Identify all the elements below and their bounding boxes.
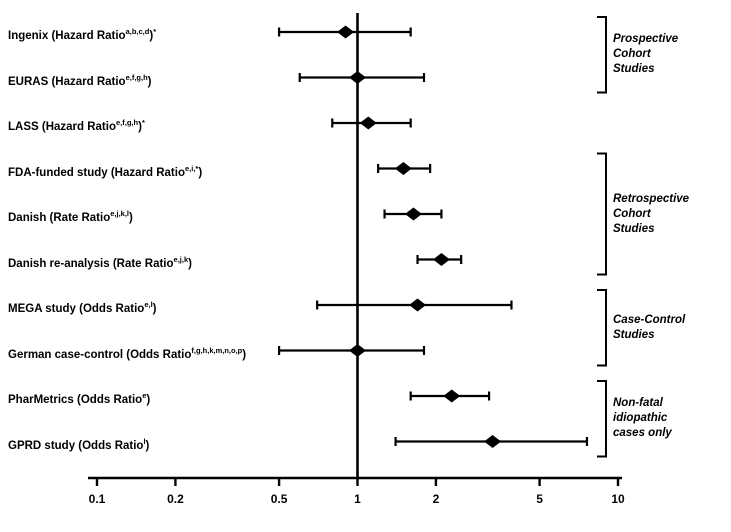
point-diamond [349,344,366,357]
group-label-line: Studies [613,328,655,341]
study-label-superscript: f,g,h,k,m,n,o,p [191,345,243,355]
x-tick-label: 1 [354,492,361,506]
point-diamond [404,207,422,221]
group-label-line: Cohort [613,207,651,220]
point-diamond [337,25,355,39]
point-diamond [484,435,502,448]
study-label-text: ) [145,439,150,452]
study-label: German case-control (Odds Ratiof,g,h,k,m… [8,341,246,365]
study-label: MEGA study (Odds Ratioe,l) [8,295,157,319]
group-bracket [597,16,607,94]
study-label-text: ) [188,257,192,270]
group-label: Case-Control Studies [613,313,685,343]
study-label-superscript: * [141,118,145,127]
group-label-line: idiopathic [613,412,668,425]
point-diamond [349,71,366,84]
group-label-line: Studies [613,222,655,235]
group-label: Prospective Cohort Studies [613,32,678,77]
study-label-text: ) [147,75,152,88]
group-label-line: Non-fatal [613,397,663,410]
study-label-text: EURAS (Hazard Ratio [8,75,126,88]
study-label-text: Danish (Rate Ratio [8,211,111,224]
group-bracket [597,380,607,458]
x-tick-label: 0.5 [271,492,288,506]
x-tick-label: 10 [611,492,625,506]
point-diamond [432,253,450,266]
study-label-text: MEGA study (Odds Ratio [8,302,145,315]
study-label-text: ) [242,348,247,361]
study-label: Ingenix (Hazard Ratioa,b,c,d)* [8,22,156,46]
study-label-superscript: e,f,g,h [125,72,148,82]
study-label-superscript: e,j,k,l [110,209,130,218]
study-label: EURAS (Hazard Ratioe,f,g,h) [8,68,152,92]
study-label-superscript: e [142,391,147,400]
point-diamond [443,389,461,403]
study-label-text: Ingenix (Hazard Ratio [8,29,126,42]
study-label-text: German case-control (Odds Ratio [8,348,192,361]
study-label-text: ) [138,120,142,133]
study-label-text: Danish re-analysis (Rate Ratio [8,257,174,270]
study-label-text: ) [146,393,151,406]
group-bracket [597,289,607,367]
study-label-superscript: l [143,436,146,446]
study-label-text: ) [149,29,154,42]
group-label-line: cases only [613,427,672,440]
study-label-superscript: e,f,g,h [116,118,139,127]
x-tick-label: 0.1 [89,492,106,506]
study-label: GPRD study (Odds Ratiol) [8,432,149,456]
study-label-superscript: e,l [144,300,153,309]
study-label-superscript: e,i,* [184,163,199,173]
group-label-line: Retrospective [613,192,690,205]
study-label: LASS (Hazard Ratioe,f,g,h)* [8,113,145,137]
study-label-text: FDA-funded study (Hazard Ratio [8,166,185,179]
study-label-text: ) [152,302,157,315]
group-label-line: Studies [613,63,655,76]
study-label: FDA-funded study (Hazard Ratioe,i,*) [8,159,202,183]
group-label-line: Case-Control [613,313,686,326]
x-tick-label: 5 [536,492,543,506]
point-diamond [409,298,427,312]
study-label: Danish (Rate Ratioe,j,k,l) [8,204,133,228]
point-diamond [359,116,377,130]
study-label-text: GPRD study (Odds Ratio [8,439,144,452]
study-label-text: LASS (Hazard Ratio [8,120,116,133]
x-tick-label: 0.2 [167,492,184,506]
group-bracket [597,152,607,276]
study-label-text: ) [198,166,203,179]
group-label-line: Cohort [613,48,651,61]
study-label-superscript: e,j,k [173,254,189,264]
group-label: Non-fatal idiopathic cases only [613,396,672,441]
study-label-text: PharMetrics (Odds Ratio [8,393,143,406]
x-tick-label: 2 [433,492,440,506]
study-label: Danish re-analysis (Rate Ratioe,j,k) [8,250,192,274]
group-label-line: Prospective [613,33,679,46]
study-label: PharMetrics (Odds Ratioe) [8,386,150,410]
study-label-superscript: a,b,c,d [125,27,150,36]
group-label: Retrospective Cohort Studies [613,192,689,237]
study-label-text: ) [129,211,133,224]
point-diamond [394,162,412,175]
study-label-superscript: * [153,27,157,36]
